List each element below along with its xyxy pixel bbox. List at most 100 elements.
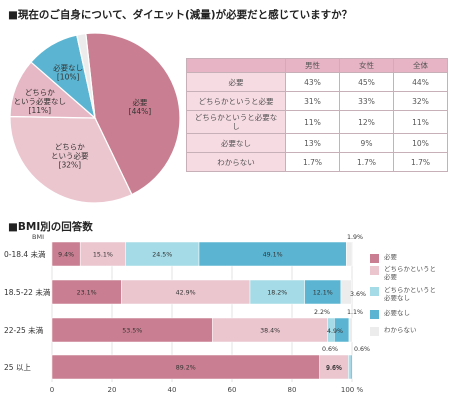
bar-segment (51, 317, 213, 343)
legend-swatch (370, 310, 379, 319)
pie-slice-label: 必要[44%] (129, 97, 152, 116)
legend-label: どちらかというと 必要 (384, 265, 436, 281)
category-label: 22-25 未満 (4, 325, 44, 335)
table-row: 必要なし 13% 9% 10% (186, 133, 448, 153)
legend-item: どちらかというと 必要 (370, 265, 436, 281)
legend-label: わからない (384, 326, 417, 334)
bar-value-label: 23.1% (77, 290, 97, 297)
pie-slice (9, 115, 133, 204)
bar-value-label: 2.2% (314, 309, 330, 316)
bar-segment (349, 354, 353, 380)
bmi-axis-label: BMI (32, 233, 44, 241)
legend-item: わからない (370, 326, 417, 336)
summary-table: 男性 女性 全体 必要 43% 45% 44% どちらかというと必要 31% 3… (186, 58, 448, 172)
bar-value-label: 4.9% (327, 328, 343, 335)
bar-value-label: 89.2% (176, 365, 196, 372)
table-cell: 13% (285, 133, 340, 153)
legend-item: 必要なし (370, 309, 410, 319)
table-cell: 1.7% (285, 152, 340, 172)
category-label: 25 以上 (4, 363, 31, 372)
bar-value-label: 9.6% (326, 365, 342, 372)
bar-segment (51, 241, 81, 267)
bar-segment (348, 354, 351, 380)
bar-value-label: 1.1% (347, 309, 363, 316)
table-cell: 9% (339, 133, 394, 153)
bar-chart-title: ■BMI別の回答数 (8, 221, 93, 233)
table-row: どちらかというと必要 31% 33% 32% (186, 91, 448, 111)
bar-value-label: 1.9% (347, 234, 363, 241)
table-row: 必要 43% 45% 44% (186, 72, 448, 92)
legend-item: どちらかというと 必要なし (370, 286, 436, 302)
bar-value-label: 9.6% (326, 365, 342, 372)
category-label: 0-18.4 未満 (4, 249, 46, 259)
legend-swatch (370, 327, 379, 336)
pie-slice-label: 必要なし[10%] (53, 63, 83, 82)
bar-segment (304, 279, 342, 305)
table-cell: 1.7% (339, 152, 394, 172)
bar-value-label: 15.1% (93, 252, 113, 259)
legend-swatch (370, 266, 379, 275)
bar-value-label: 0.6% (322, 346, 338, 353)
bar-segment (51, 279, 122, 305)
legend-label: 必要 (384, 253, 397, 261)
legend-label: どちらかというと 必要なし (384, 286, 436, 302)
bar-segment (340, 279, 352, 305)
table-header-total: 全体 (393, 58, 448, 73)
bar-value-label: 3.6% (350, 291, 366, 298)
table-row: わからない 1.7% 1.7% 1.7% (186, 152, 448, 172)
pie-chart: 必要[44%] どちらかという必要[32%] どちらかという必要なし[11%] 必要な… (9, 32, 181, 204)
pie-slice (76, 32, 96, 119)
bar-value-label: 18.2% (267, 290, 287, 297)
bar-value-label: 0.6% (354, 346, 370, 353)
table-cell: 33% (339, 91, 394, 111)
legend-swatch (370, 287, 379, 296)
table-cell: 11% (285, 110, 340, 134)
table-row-label: どちらかというと必要 (186, 91, 286, 111)
table-row-label: どちらかというと必要な し (186, 110, 286, 134)
bar-value-label: 38.4% (260, 328, 280, 335)
table-cell: 11% (393, 110, 448, 134)
table-cell: 44% (393, 72, 448, 92)
legend-label: 必要なし (384, 309, 410, 317)
bar-segment (348, 317, 353, 343)
table-row-label: わからない (186, 152, 286, 172)
table-row-label: 必要なし (186, 133, 286, 153)
bar-segment (249, 279, 305, 305)
pie-chart-title: ■現在のご自身について、ダイエット(減量)が必要だと感じていますか？ (8, 9, 353, 21)
bar-segment (79, 241, 126, 267)
bmi-stacked-bar-chart: BMI 0 20 40 60 80 100 % 0-18.4 未満 9.4% 15.1% 24.5%… (4, 233, 370, 394)
table-cell: 10% (393, 133, 448, 153)
bar-segment (346, 241, 353, 267)
bar-segment (319, 354, 349, 380)
bar-value-label: 42.9% (176, 290, 196, 297)
bar-value-label: 12.1% (313, 290, 333, 297)
bar-value-label: 49.1% (263, 252, 283, 259)
pie-slice-label: どちらかという必要なし[11%] (14, 88, 67, 115)
table-header-female: 女性 (339, 58, 394, 73)
table-cell: 1.7% (393, 152, 448, 172)
bar-segment (121, 279, 251, 305)
table-cell: 31% (285, 91, 340, 111)
table-row: どちらかというと必要な し 11% 12% 11% (186, 110, 448, 134)
table-cell: 45% (339, 72, 394, 92)
x-tick-label: 40 (168, 386, 177, 394)
x-tick-label: 80 (288, 386, 297, 394)
bar-segment (212, 317, 328, 343)
x-tick-label: 0 (50, 386, 54, 394)
x-tick-label: 20 (108, 386, 117, 394)
table-cell: 12% (339, 110, 394, 134)
table-cell: 32% (393, 91, 448, 111)
x-tick-label: 60 (228, 386, 237, 394)
table-header-row: 男性 女性 全体 (186, 58, 448, 73)
legend-item: 必要 (370, 253, 397, 263)
table-header-blank (186, 58, 286, 73)
bar-value-label: 9.4% (58, 252, 74, 259)
table-row-label: 必要 (186, 72, 286, 92)
pie-slice (85, 32, 181, 196)
category-label: 18.5-22 未満 (4, 287, 51, 297)
bar-value-label: 24.5% (152, 252, 172, 259)
x-tick-label: 100 % (341, 386, 364, 394)
bar-value-label: 53.5% (122, 328, 142, 335)
bar-segment (198, 241, 347, 267)
legend-swatch (370, 254, 379, 263)
